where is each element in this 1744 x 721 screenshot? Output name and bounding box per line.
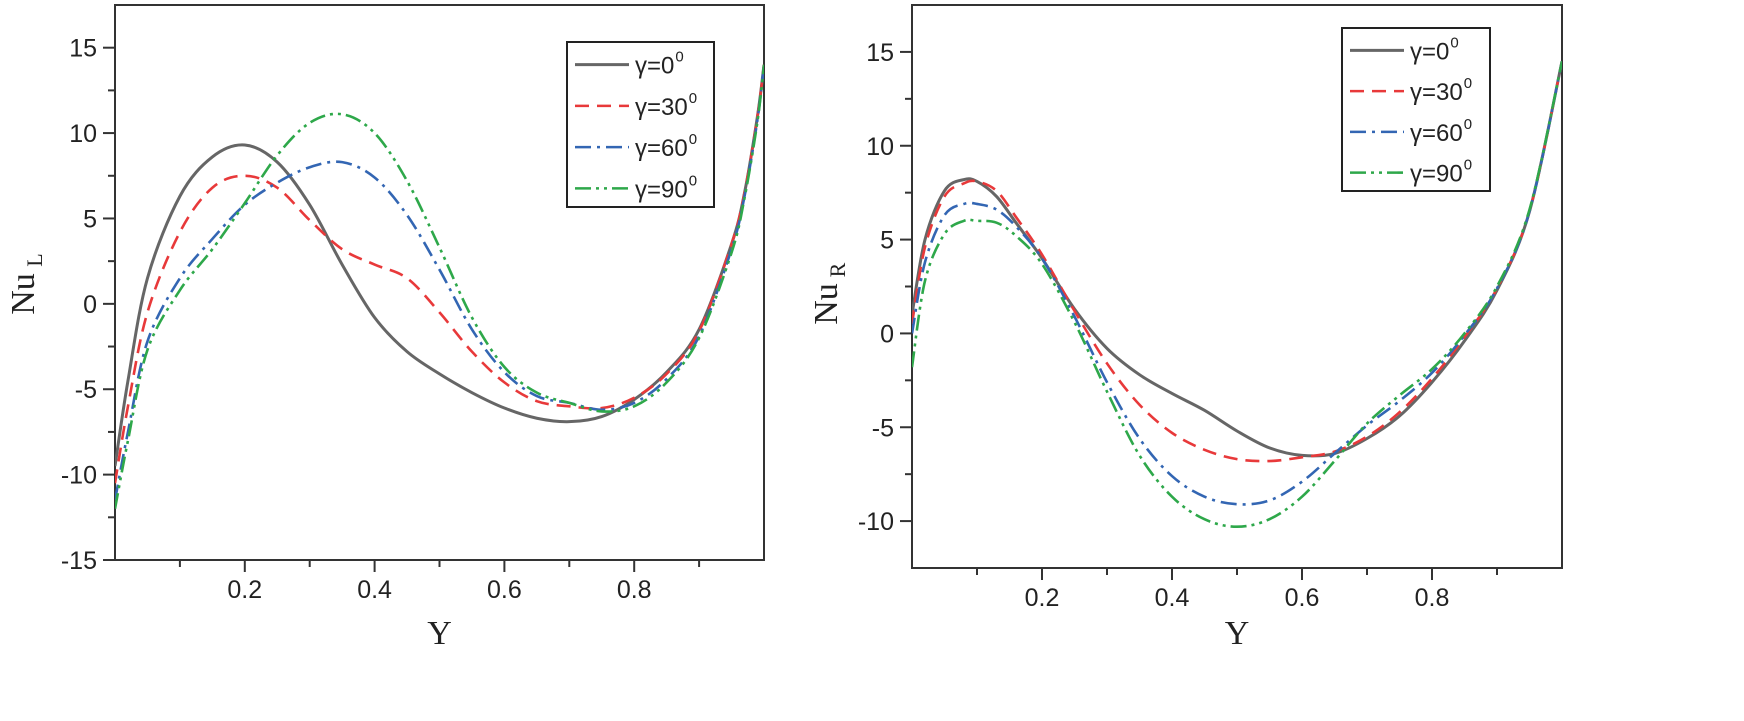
legend-label-superscript: 0	[689, 90, 697, 107]
series-line-gamma-30	[912, 61, 1562, 463]
series-group	[912, 60, 1562, 529]
y-axis-title-main: Nu	[5, 273, 42, 315]
y-tick-label: -10	[61, 462, 97, 490]
legend-label: γ=90	[1410, 161, 1463, 188]
series-line-gamma-90	[115, 64, 764, 510]
y-tick-label: -15	[61, 547, 97, 575]
y-axis-title-sub: L	[22, 253, 47, 266]
x-tick-label: 0.4	[357, 576, 392, 604]
series-line-gamma-30	[115, 64, 764, 484]
x-tick-label: 0.4	[1155, 584, 1190, 612]
legend-label: γ=0	[1410, 38, 1449, 65]
legend: γ=0 0γ=30 0γ=60 0γ=90 0	[1341, 27, 1491, 192]
series-line-gamma-0	[115, 64, 764, 467]
legend-label-superscript: 0	[689, 131, 697, 148]
x-axis-title: Y	[1225, 615, 1250, 652]
legend-label: γ=60	[1410, 120, 1463, 147]
legend-label: γ=30	[1410, 79, 1463, 106]
legend: γ=0 0γ=30 0γ=60 0γ=90 0	[566, 41, 715, 208]
y-tick-label: 10	[69, 120, 97, 148]
legend-box	[566, 41, 715, 208]
y-axis-title: Nu R	[808, 262, 850, 324]
x-tick-label: 0.8	[1415, 584, 1450, 612]
legend-label-superscript: 0	[689, 172, 697, 189]
legend-label-superscript: 0	[675, 49, 683, 66]
y-tick-label: 15	[866, 39, 894, 67]
legend-box	[1341, 27, 1491, 192]
legend-label: γ=30	[635, 94, 688, 121]
x-tick-label: 0.8	[617, 576, 652, 604]
legend-label-superscript: 0	[1450, 34, 1458, 51]
legend-label-superscript: 0	[1464, 75, 1472, 92]
y-tick-label: 0	[83, 291, 97, 319]
series-line-gamma-0	[912, 60, 1562, 458]
legend-label-superscript: 0	[1464, 116, 1472, 133]
y-tick-label: -5	[75, 376, 97, 404]
series-line-gamma-60	[912, 61, 1562, 506]
y-axis-title-main: Nu	[808, 283, 845, 325]
y-axis-title: Nu L	[5, 253, 47, 315]
x-tick-label: 0.6	[1285, 584, 1320, 612]
y-tick-label: 5	[880, 227, 894, 255]
legend-label: γ=0	[635, 53, 674, 80]
y-tick-label: 0	[880, 320, 894, 348]
legend-label-superscript: 0	[1464, 157, 1472, 174]
y-tick-label: 10	[866, 133, 894, 161]
x-tick-label: 0.2	[227, 576, 262, 604]
y-axis-title-sub: R	[825, 262, 850, 277]
x-tick-label: 0.2	[1025, 584, 1060, 612]
y-tick-label: 5	[83, 205, 97, 233]
legend-label: γ=60	[635, 135, 688, 162]
y-tick-label: 15	[69, 35, 97, 63]
series-group	[115, 64, 764, 510]
y-tick-label: -5	[872, 414, 894, 442]
x-tick-label: 0.6	[487, 576, 522, 604]
legend-label: γ=90	[635, 176, 688, 203]
y-tick-label: -10	[858, 508, 894, 536]
x-axis-title: Y	[427, 615, 452, 652]
